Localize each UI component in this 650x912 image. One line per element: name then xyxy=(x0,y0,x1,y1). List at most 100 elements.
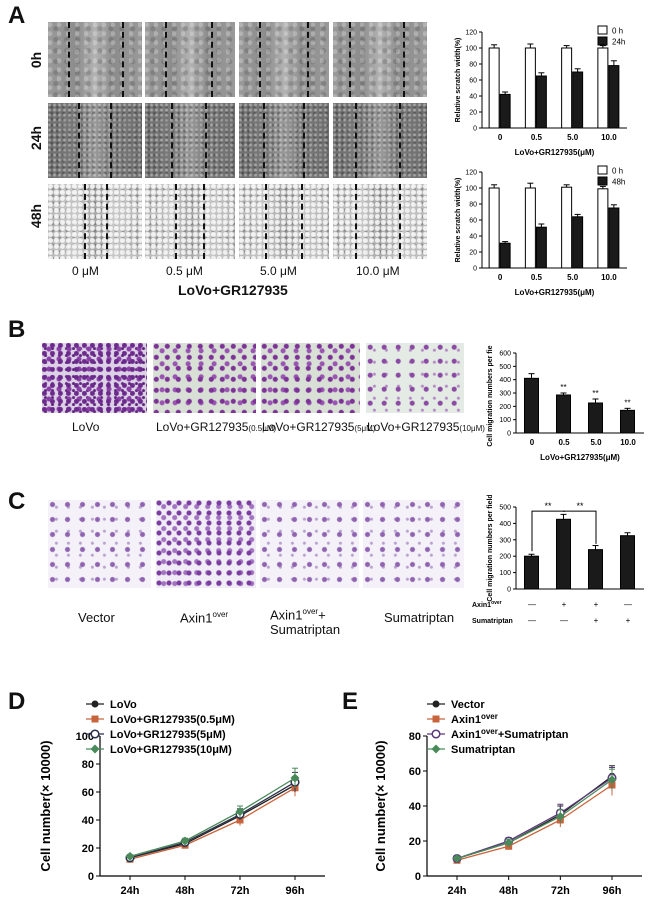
y-tick-label: 60 xyxy=(469,78,477,85)
bar xyxy=(556,394,571,434)
x-tick-label: 5.0 xyxy=(567,133,579,142)
y-axis-label: Relative scratch width(%) xyxy=(455,178,462,263)
x-tick-label: 0 xyxy=(498,273,503,282)
legend-label: LoVo xyxy=(110,699,137,711)
bar xyxy=(597,188,609,269)
data-point xyxy=(452,854,462,863)
axin-sign: — xyxy=(624,600,632,609)
y-tick-label: 0 xyxy=(507,431,511,438)
y-tick-label: 400 xyxy=(499,377,511,384)
axin-sign: — xyxy=(528,600,536,609)
y-tick-label: 20 xyxy=(469,250,477,257)
bar xyxy=(524,47,536,129)
label-axin1: Axin1over xyxy=(180,610,229,626)
chart-migration-axin1: 0 100 200 300 400 500 Cell migration numbers p… xyxy=(472,495,644,625)
x-tick-label: 72h xyxy=(551,885,570,897)
y-tick-label: 40 xyxy=(82,815,94,827)
scratch-image-48h-05uM xyxy=(145,184,235,259)
data-point xyxy=(432,700,440,708)
legend-label: 48h xyxy=(612,178,625,187)
label-10uM: LoVo+GR127935(10μM) xyxy=(367,420,485,434)
significance-mark: ** xyxy=(560,383,566,392)
bar xyxy=(597,47,609,129)
y-tick-label: 0 xyxy=(507,587,511,594)
y-tick-label: 80 xyxy=(469,202,477,209)
x-tick-label: 10.0 xyxy=(601,133,617,142)
bar xyxy=(588,402,603,434)
y-tick-label: 300 xyxy=(499,391,511,398)
x-tick-label: 5.0 xyxy=(567,273,579,282)
series-line xyxy=(129,784,296,859)
legend-swatch xyxy=(597,176,608,186)
transwell-image-05uM xyxy=(153,343,256,413)
y-tick-label: 100 xyxy=(499,570,511,577)
x-tick-label: 24h xyxy=(448,885,467,897)
y-tick-label: 60 xyxy=(409,766,421,778)
scratch-image-24h-5uM xyxy=(239,103,329,178)
significance-mark: ** xyxy=(544,501,552,511)
label-axin1-suma: Axin1over+ Sumatriptan xyxy=(270,607,341,638)
y-tick-label: 120 xyxy=(465,170,477,177)
row-label-axin1: Axin1over xyxy=(472,600,502,609)
axin-sign: + xyxy=(562,600,567,609)
data-point xyxy=(90,744,100,754)
chart-growth-axin1: 0 20 40 60 80 24h 48h 72h 96h Cell number(× 10000… xyxy=(373,699,642,897)
x-tick-label: 0 xyxy=(530,438,535,447)
legend-superscript: over xyxy=(481,712,498,721)
y-axis-label: Cell number(× 10000) xyxy=(38,740,53,871)
bar xyxy=(588,549,603,590)
y-tick-label: 120 xyxy=(465,30,477,37)
scratch-image-24h-05uM xyxy=(145,103,235,178)
data-point xyxy=(504,838,514,848)
x-tick-label: 10.0 xyxy=(601,273,617,282)
data-point xyxy=(431,729,441,739)
legend-swatch xyxy=(597,25,608,35)
row-label-48h: 48h xyxy=(28,203,45,229)
scratch-image-0h-0uM xyxy=(48,22,142,97)
treatment-label: LoVo+GR127935 xyxy=(178,282,288,298)
x-tick-label: 10.0 xyxy=(620,438,636,447)
legend-label: 0 h xyxy=(612,167,623,176)
y-tick-label: 300 xyxy=(499,537,511,544)
panel-letter-a: A xyxy=(8,2,26,29)
x-tick-label: 0.5 xyxy=(531,273,543,282)
legend-suffix: +Sumatriptan xyxy=(498,729,569,741)
y-tick-label: 500 xyxy=(499,505,511,512)
bar xyxy=(488,187,500,269)
y-tick-label: 0 xyxy=(473,126,477,133)
legend-label: Sumatriptan xyxy=(451,744,515,756)
panel-letter-e: E xyxy=(342,688,359,715)
row-label-superscript: over xyxy=(491,600,502,606)
y-tick-label: 40 xyxy=(469,94,477,101)
x-tick-label: 0 xyxy=(498,133,503,142)
x-axis-label: LoVo+GR127935(μM) xyxy=(540,453,620,462)
data-point xyxy=(91,700,99,708)
y-tick-label: 20 xyxy=(82,843,94,855)
scratch-image-0h-5uM xyxy=(239,22,329,97)
scratch-image-48h-0uM xyxy=(48,184,142,259)
col-label-10uM: 10.0 μM xyxy=(356,264,400,278)
series-line xyxy=(456,777,613,860)
row-label-0h: 0h xyxy=(28,51,45,69)
label-05uM: LoVo+GR127935(0.5μM) xyxy=(156,420,277,434)
x-tick-label: 96h xyxy=(286,885,305,897)
scratch-image-24h-0uM xyxy=(48,103,142,178)
y-tick-label: 80 xyxy=(82,759,94,771)
series-line xyxy=(456,775,613,860)
transwell-image-axin1-suma xyxy=(260,500,359,588)
bar xyxy=(572,216,584,269)
bar xyxy=(572,71,584,129)
significance-bracket xyxy=(563,510,597,544)
bar xyxy=(535,226,547,269)
x-axis-label: LoVo+GR127935(μM) xyxy=(515,148,595,157)
y-axis-label: Cell migration numbers per field xyxy=(487,495,494,602)
bar xyxy=(499,242,511,269)
transwell-image-sumatriptan xyxy=(363,500,464,588)
significance-mark: ** xyxy=(592,389,598,398)
x-tick-label: 48h xyxy=(499,885,518,897)
sumatriptan-sign: — xyxy=(560,616,568,625)
bar xyxy=(524,187,536,269)
data-point xyxy=(235,807,245,817)
series-line xyxy=(456,784,613,861)
significance-mark: ** xyxy=(624,398,630,407)
